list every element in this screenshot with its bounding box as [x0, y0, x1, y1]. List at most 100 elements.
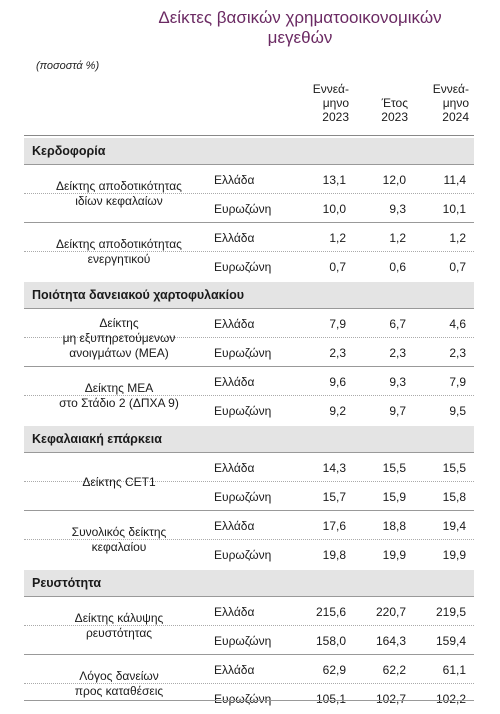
indicator-label: Δείκτης μη εξυπηρετούμενων ανοιγμάτων (ΜΕΑ…: [24, 316, 214, 361]
table-row: Ελλάδα 7,9 6,7 4,6: [24, 308, 474, 339]
value-cell: 10,0: [322, 202, 346, 216]
value-cell: 102,7: [375, 692, 406, 706]
value-cell: 19,8: [322, 548, 346, 562]
section-header: Κεφαλαιακή επάρκεια: [24, 426, 474, 452]
table-row: Ευρωζώνη 9,2 9,7 9,5: [24, 395, 474, 426]
column-header-line: 2023: [381, 110, 408, 124]
value-cell: 2,3: [389, 346, 406, 360]
value-cell: 159,4: [435, 634, 466, 648]
indicator-label: Δείκτης ΜΕΑ στο Στάδιο 2 (ΔΠΧΑ 9): [24, 381, 214, 411]
value-cell: 9,6: [329, 375, 346, 389]
indicator-label-line: Δείκτης CET1: [82, 474, 156, 489]
section-title: Ποιότητα δανειακού χαρτοφυλακίου: [32, 288, 245, 302]
indicator-label-line: Λόγος δανείων: [79, 669, 159, 683]
country-label: Ευρωζώνη: [214, 692, 272, 706]
value-cell: 0,7: [449, 260, 466, 274]
country-label: Ευρωζώνη: [214, 346, 272, 360]
value-cell: 7,9: [449, 375, 466, 389]
value-cell: 158,0: [315, 634, 346, 648]
value-cell: 6,7: [389, 317, 406, 331]
indicator-label: Δείκτης αποδοτικότητας ιδίων κεφαλαίων: [24, 179, 214, 209]
value-cell: 15,5: [382, 461, 406, 475]
value-cell: 13,1: [322, 173, 346, 187]
value-cell: 19,4: [442, 519, 466, 533]
table-row: Ευρωζώνη 0,7 0,6 0,7: [24, 251, 474, 282]
country-label: Ευρωζώνη: [214, 202, 272, 216]
table-row: Ευρωζώνη 2,3 2,3 2,3: [24, 337, 474, 368]
section-title: Κεφαλαιακή επάρκεια: [32, 432, 162, 446]
title-line-2: μεγεθών: [267, 28, 333, 47]
value-cell: 0,6: [389, 260, 406, 274]
country-label: Ευρωζώνη: [214, 490, 272, 504]
table-row: Ελλάδα 14,3 15,5 15,5: [24, 452, 474, 483]
indicator-label: Δείκτης κάλυψης ρευστότητας: [24, 611, 214, 641]
table-row: Ελλάδα 9,6 9,3 7,9: [24, 366, 474, 397]
indicator-label-line: στο Στάδιο 2 (ΔΠΧΑ 9): [59, 396, 179, 410]
indicator-label-line: Δείκτης ΜΕΑ: [84, 381, 154, 395]
value-cell: 1,2: [449, 231, 466, 245]
value-cell: 4,6: [449, 317, 466, 331]
value-cell: 105,1: [315, 692, 346, 706]
bottom-divider: [24, 700, 474, 701]
indicator-label: Δείκτης CET1: [24, 475, 214, 490]
value-cell: 9,7: [389, 404, 406, 418]
indicator-label-line: προς καταθέσεις: [74, 684, 164, 698]
indicator-label: Δείκτης αποδοτικότητας ενεργητικού: [24, 237, 214, 267]
value-cell: 9,2: [329, 404, 346, 418]
indicator-label-line: Δείκτης αποδοτικότητας: [56, 179, 182, 193]
value-cell: 15,8: [442, 490, 466, 504]
value-cell: 11,4: [443, 173, 466, 187]
value-cell: 19,9: [382, 548, 406, 562]
table-row: Ελλάδα 17,6 18,8 19,4: [24, 510, 474, 541]
country-label: Ελλάδα: [214, 317, 255, 331]
country-label: Ευρωζώνη: [214, 634, 272, 648]
value-cell: 0,7: [329, 260, 346, 274]
value-cell: 220,7: [375, 605, 406, 619]
country-label: Ευρωζώνη: [214, 548, 272, 562]
unit-note: (ποσοστά %): [36, 60, 100, 72]
indicator-label-line: Δείκτης: [99, 315, 139, 330]
indicator-label: Συνολικός δείκτης κεφαλαίου: [24, 525, 214, 555]
table-row: Ευρωζώνη 15,7 15,9 15,8: [24, 481, 474, 512]
value-cell: 19,9: [442, 548, 466, 562]
value-cell: 219,5: [435, 605, 466, 619]
table-row: Ελλάδα 62,9 62,2 61,1: [24, 654, 474, 685]
table-row: Ευρωζώνη 19,8 19,9 19,9: [24, 539, 474, 570]
value-cell: 14,3: [322, 461, 346, 475]
table-row: Ελλάδα 13,1 12,0 11,4: [24, 164, 474, 195]
section-header: Κερδοφορία: [24, 138, 474, 164]
indicator-label: Λόγος δανείων προς καταθέσεις: [24, 669, 214, 699]
country-label: Ελλάδα: [214, 375, 255, 389]
country-label: Ελλάδα: [214, 519, 255, 533]
country-label: Ελλάδα: [214, 231, 255, 245]
value-cell: 12,0: [382, 173, 406, 187]
country-label: Ελλάδα: [214, 663, 255, 677]
value-cell: 1,2: [389, 231, 406, 245]
value-cell: 164,3: [375, 634, 406, 648]
column-header-line: [348, 82, 408, 96]
value-cell: 15,7: [322, 490, 346, 504]
column-header-line: 2024: [442, 110, 469, 124]
value-cell: 215,6: [315, 605, 346, 619]
value-cell: 15,5: [442, 461, 466, 475]
indicator-label-line: Δείκτης αποδοτικότητας: [56, 237, 182, 251]
table-row: Ευρωζώνη 158,0 164,3 159,4: [24, 625, 474, 656]
header-divider: [24, 135, 474, 136]
table-row: Ελλάδα 1,2 1,2 1,2: [24, 222, 474, 253]
section-header: Ρευστότητα: [24, 570, 474, 596]
column-header-line: μηνο: [442, 96, 469, 110]
country-label: Ευρωζώνη: [214, 404, 272, 418]
value-cell: 62,9: [322, 663, 346, 677]
country-label: Ευρωζώνη: [214, 260, 272, 274]
section-title: Ρευστότητα: [32, 576, 102, 590]
column-header-line: Εννεά-: [432, 82, 469, 96]
column-header-line: μηνο: [322, 96, 349, 110]
value-cell: 9,3: [389, 202, 406, 216]
column-header-line: Έτος: [381, 96, 408, 110]
indicator-label-line: ρευστότητας: [85, 626, 153, 640]
indicator-label-line: ιδίων κεφαλαίων: [75, 194, 163, 208]
value-cell: 61,1: [442, 663, 466, 677]
table-row: Ελλάδα 215,6 220,7 219,5: [24, 596, 474, 627]
indicator-label-line: ανοιγμάτων (ΜΕΑ): [69, 345, 169, 360]
value-cell: 15,9: [382, 490, 406, 504]
